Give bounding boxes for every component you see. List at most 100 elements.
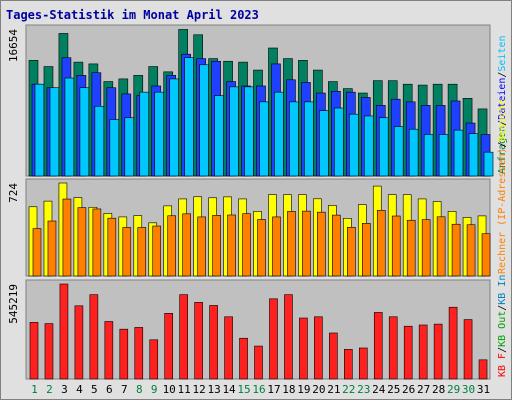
bar-seiten-17 [274, 91, 284, 177]
x-tick-label: 11 [178, 383, 191, 396]
bar-kb-f-17 [269, 298, 278, 380]
bar-seiten-18 [289, 101, 299, 177]
x-tick-label: 17 [267, 383, 280, 396]
x-tick-label: 8 [136, 383, 143, 396]
bar-seiten-7 [124, 117, 135, 177]
bar-rechner-ip-adressen--22 [347, 227, 356, 277]
x-tick-label: 15 [237, 383, 250, 396]
bar-kb-f-27 [418, 324, 428, 380]
legend-item: KB In [497, 275, 508, 305]
bar-kb-f-22 [344, 349, 353, 380]
bar-rechner-ip-adressen--30 [466, 224, 476, 277]
bar-seiten-19 [304, 101, 314, 177]
bar-kb-f-16 [254, 345, 263, 380]
ymax-label-top: 16654 [7, 29, 20, 62]
x-tick-label: 4 [76, 383, 83, 396]
x-tick-label: 18 [282, 383, 295, 396]
bar-seiten-2 [49, 87, 60, 177]
ymax-label-bottom: 545219 [7, 284, 20, 324]
bar-kb-f-3 [59, 283, 69, 380]
x-tick-label: 28 [432, 383, 445, 396]
bar-seiten-26 [408, 128, 419, 177]
x-tick-label: 2 [46, 383, 53, 396]
x-tick-label: 5 [91, 383, 98, 396]
bar-seiten-13 [214, 95, 224, 177]
legend-item: / [497, 120, 508, 126]
bar-rechner-ip-adressen--31 [481, 233, 491, 277]
bar-seiten-30 [468, 133, 479, 177]
x-tick-label: 21 [327, 383, 340, 396]
bar-rechner-ip-adressen--26 [406, 219, 416, 277]
legend-item: Anfragen [497, 126, 508, 174]
bar-seiten-14 [229, 86, 239, 177]
bar-rechner-ip-adressen--27 [421, 219, 431, 277]
bar-rechner-ip-adressen--21 [332, 214, 341, 277]
bar-kb-f-21 [329, 332, 338, 380]
bar-seiten-21 [334, 107, 344, 177]
bar-rechner-ip-adressen--8 [137, 227, 147, 277]
bar-seiten-16 [259, 101, 269, 177]
legend-item: / [497, 305, 508, 311]
bar-rechner-ip-adressen--15 [242, 213, 251, 277]
bar-kb-f-2 [44, 323, 54, 380]
bar-rechner-ip-adressen--1 [32, 228, 42, 277]
x-tick-label: 13 [207, 383, 220, 396]
bar-rechner-ip-adressen--5 [92, 208, 102, 277]
bar-seiten-29 [453, 129, 464, 177]
legend-bottom: KB F/KB Out/KB In [497, 275, 508, 377]
legend-item: Besuche [497, 99, 508, 141]
legend-middle: Rechner (IP-Adressen) /Besuche [497, 99, 508, 274]
bar-seiten-3 [64, 77, 75, 177]
legend-item: Seiten [497, 35, 508, 71]
bar-kb-f-5 [89, 294, 99, 380]
x-tick-label: 1 [31, 383, 38, 396]
x-tick-label: 12 [193, 383, 206, 396]
bar-seiten-11 [184, 57, 194, 177]
bar-seiten-4 [79, 87, 90, 177]
x-tick-label: 22 [342, 383, 355, 396]
bar-kb-f-30 [463, 319, 473, 380]
bar-kb-f-24 [373, 312, 383, 380]
x-tick-label: 9 [151, 383, 158, 396]
x-tick-label: 19 [297, 383, 310, 396]
bar-kb-f-7 [119, 328, 129, 380]
bar-kb-f-14 [224, 316, 233, 380]
x-tick-label: 31 [477, 383, 490, 396]
x-tick-label: 24 [372, 383, 386, 396]
bar-seiten-22 [349, 113, 359, 177]
bar-kb-f-11 [179, 294, 188, 380]
bar-rechner-ip-adressen--18 [287, 211, 296, 277]
bar-kb-f-26 [403, 325, 413, 380]
bar-rechner-ip-adressen--16 [257, 219, 266, 277]
bar-kb-f-9 [149, 339, 159, 380]
bar-kb-f-28 [433, 323, 443, 380]
x-tick-label: 26 [402, 383, 415, 396]
bar-seiten-28 [438, 134, 449, 177]
legend-item: Rechner (IP-Adressen) [497, 148, 508, 274]
bar-rechner-ip-adressen--12 [197, 216, 206, 277]
x-tick-label: 10 [163, 383, 176, 396]
bar-seiten-24 [378, 117, 389, 177]
bar-seiten-12 [199, 64, 209, 177]
legend-top: Anfragen/Dateien/Seiten [497, 35, 508, 174]
bar-rechner-ip-adressen--11 [182, 213, 191, 277]
bar-rechner-ip-adressen--9 [152, 225, 162, 277]
bar-rechner-ip-adressen--2 [47, 220, 57, 277]
bar-rechner-ip-adressen--28 [436, 216, 446, 277]
bar-kb-f-31 [478, 359, 488, 380]
bar-seiten-20 [319, 110, 329, 177]
x-tick-label: 7 [121, 383, 128, 396]
x-tick-label: 30 [462, 383, 475, 396]
bar-kb-f-25 [388, 316, 398, 380]
bar-rechner-ip-adressen--20 [317, 211, 326, 277]
x-tick-label: 27 [417, 383, 430, 396]
bar-rechner-ip-adressen--6 [107, 217, 117, 277]
bar-seiten-6 [109, 119, 120, 177]
bar-rechner-ip-adressen--19 [302, 210, 311, 277]
bar-kb-f-23 [358, 347, 368, 380]
x-tick-label: 25 [387, 383, 400, 396]
bar-kb-f-19 [299, 317, 308, 380]
bar-kb-f-20 [314, 316, 323, 380]
bar-kb-f-13 [209, 305, 218, 380]
bar-kb-f-6 [104, 321, 114, 380]
